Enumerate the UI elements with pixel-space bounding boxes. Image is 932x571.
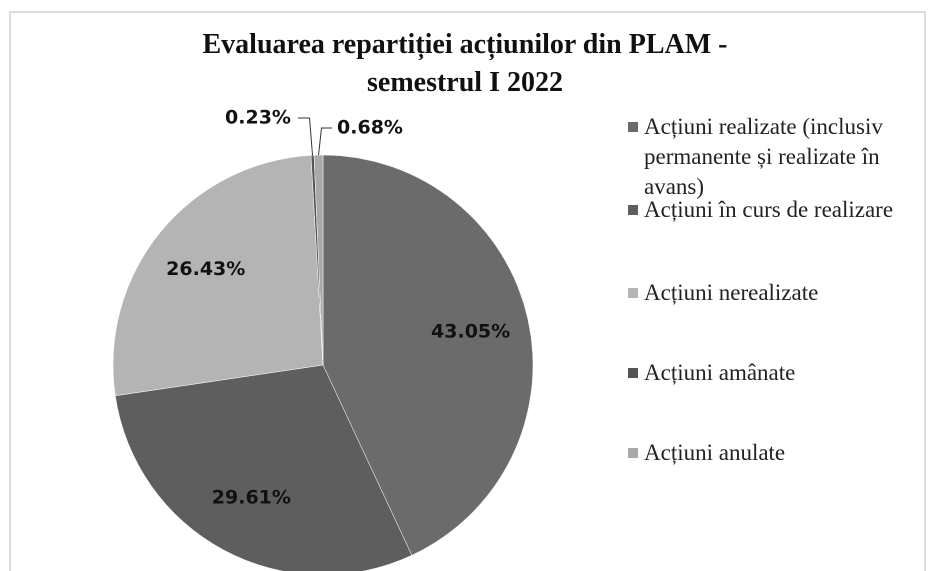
data-label: 29.61% [212, 487, 291, 509]
legend-swatch [628, 288, 638, 298]
legend-item: Acțiuni anulate [628, 438, 918, 468]
data-label: 0.68% [337, 117, 403, 139]
chart-title: Evaluarea repartiției acțiunilor din PLA… [202, 29, 728, 98]
legend-label: Acțiuni în curs de realizare [644, 197, 894, 222]
legend-label: Acțiuni anulate [644, 440, 786, 465]
legend-item: Acțiuni nerealizate [628, 278, 918, 308]
leader-line [318, 127, 332, 156]
legend-item: Acțiuni în curs de realizare [628, 195, 918, 225]
pie-slice [322, 154, 534, 556]
legend-swatch [628, 122, 638, 132]
pie-slice [112, 155, 324, 397]
legend-item: Acțiuni amânate [628, 358, 918, 388]
data-label: 26.43% [166, 258, 245, 280]
leader-line [298, 117, 314, 156]
legend-item: Acțiuni realizate (inclusiv permanente ș… [628, 112, 918, 202]
data-label: 43.05% [431, 321, 510, 343]
legend-swatch [628, 205, 638, 215]
legend-label: Acțiuni amânate [644, 360, 796, 385]
legend-label: Acțiuni nerealizate [644, 280, 819, 305]
pie-slice [313, 154, 324, 366]
data-label: 0.23% [225, 107, 291, 129]
legend-swatch [628, 368, 638, 378]
chart-frame [9, 11, 926, 571]
legend-label: Acțiuni realizate (inclusiv permanente ș… [644, 114, 883, 199]
legend-swatch [628, 448, 638, 458]
